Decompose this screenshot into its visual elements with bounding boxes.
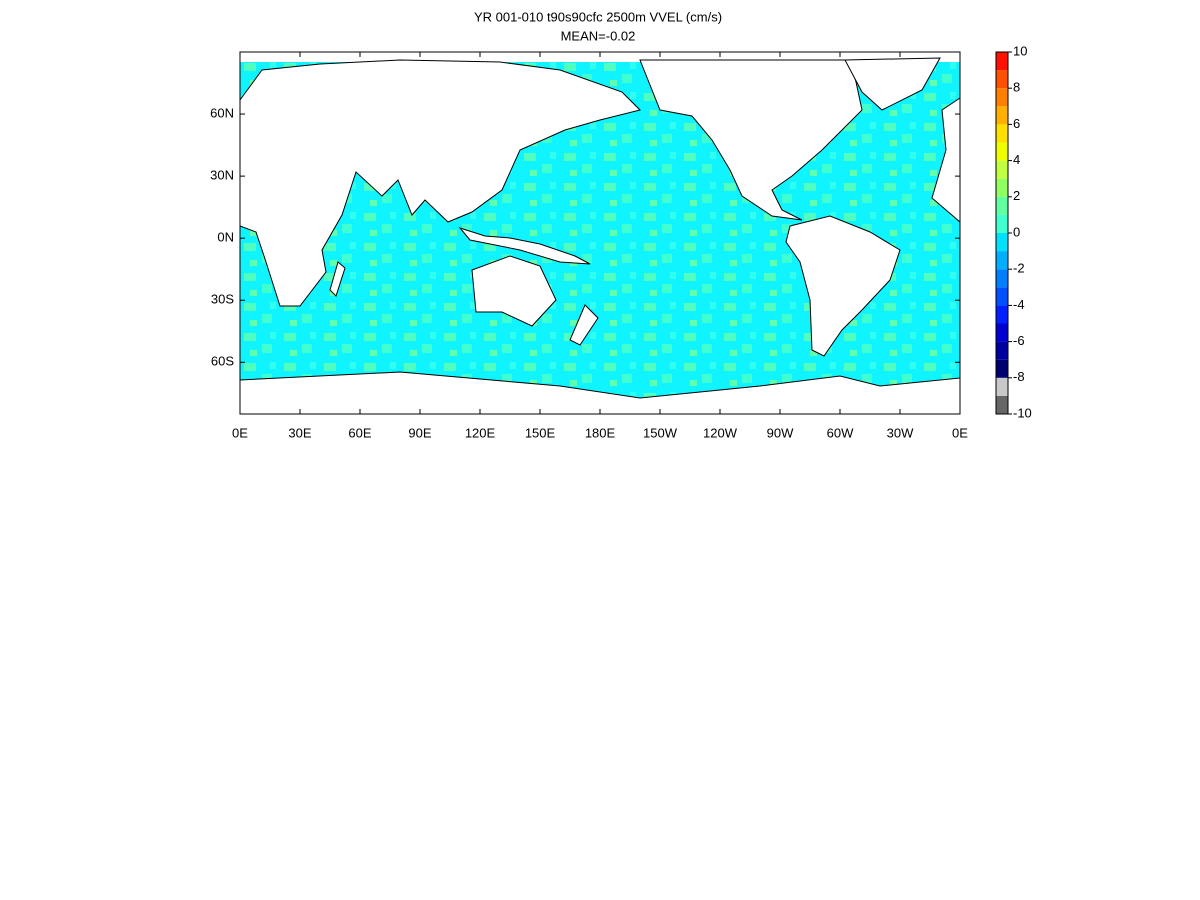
colorbar-segment — [996, 124, 1008, 143]
x-tick-label: 120W — [703, 425, 738, 440]
colorbar-segment — [996, 233, 1008, 252]
madagascar — [329, 261, 346, 297]
eurasia-africa — [239, 59, 641, 307]
colorbar-segment — [996, 377, 1008, 396]
x-tick-label: 0E — [952, 425, 968, 440]
y-tick-label: 0N — [217, 230, 234, 245]
colorbar-segment — [996, 269, 1008, 288]
colorbar-segment — [996, 178, 1008, 197]
chart-subtitle: MEAN=-0.02 — [561, 28, 636, 43]
x-tick-label: 30W — [887, 425, 914, 440]
new-zealand — [569, 304, 599, 346]
y-tick-label: 30N — [210, 168, 234, 183]
colorbar-tick-label: -2 — [1013, 261, 1025, 276]
colorbar-segment — [996, 142, 1008, 161]
x-tick-label: 180E — [585, 425, 616, 440]
x-tick-label: 30E — [288, 425, 311, 440]
greenland — [844, 57, 941, 111]
colorbar-segment — [996, 52, 1008, 71]
map-area — [239, 51, 961, 415]
y-tick-label: 60S — [211, 354, 234, 369]
colorbar-segment — [996, 196, 1008, 215]
colorbar-segment — [996, 214, 1008, 233]
colorbar-tick-label: 6 — [1013, 116, 1020, 131]
x-tick-label: 60W — [827, 425, 854, 440]
colorbar-segment — [996, 359, 1008, 378]
chart-title: YR 001-010 t90s90cfc 2500m VVEL (cm/s) — [474, 9, 722, 24]
colorbar-segment — [996, 160, 1008, 179]
x-tick-label: 90W — [767, 425, 794, 440]
colorbar-tick-label: 10 — [1013, 43, 1027, 58]
colorbar-segment — [996, 341, 1008, 360]
colorbar-tick-label: 0 — [1013, 224, 1020, 239]
x-tick-label: 90E — [408, 425, 431, 440]
north-america — [639, 59, 863, 221]
colorbar-segment — [996, 70, 1008, 89]
x-tick-label: 120E — [465, 425, 496, 440]
y-tick-label: 30S — [211, 292, 234, 307]
south-america — [785, 215, 901, 357]
x-tick-label: 60E — [348, 425, 371, 440]
colorbar-segment — [996, 88, 1008, 107]
colorbar-tick-label: -6 — [1013, 333, 1025, 348]
colorbar-segment — [996, 106, 1008, 125]
y-tick-label: 60N — [210, 105, 234, 120]
colorbar-tick-label: 4 — [1013, 152, 1020, 167]
colorbar-segment — [996, 251, 1008, 270]
colorbar-segment — [996, 395, 1008, 414]
colorbar-segment — [996, 323, 1008, 342]
colorbar-segment — [996, 305, 1008, 324]
x-tick-label: 150E — [525, 425, 556, 440]
colorbar-segment — [996, 287, 1008, 306]
colorbar-tick-label: -4 — [1013, 297, 1025, 312]
colorbar-tick-label: 2 — [1013, 188, 1020, 203]
x-tick-label: 150W — [643, 425, 678, 440]
colorbar-tick-label: -8 — [1013, 369, 1025, 384]
australia — [471, 255, 557, 327]
indonesia — [458, 227, 591, 265]
colorbar-tick-label: 8 — [1013, 80, 1020, 95]
x-tick-label: 0E — [232, 425, 248, 440]
colorbar-tick-label: -10 — [1013, 405, 1032, 420]
